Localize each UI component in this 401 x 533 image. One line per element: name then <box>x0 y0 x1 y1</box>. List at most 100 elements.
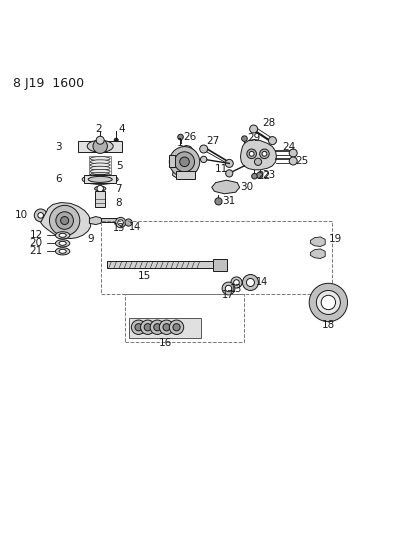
Circle shape <box>268 136 276 144</box>
Text: 29: 29 <box>247 133 260 143</box>
Ellipse shape <box>59 241 66 245</box>
Circle shape <box>159 320 174 334</box>
Circle shape <box>154 324 161 331</box>
Ellipse shape <box>90 169 110 173</box>
Text: 27: 27 <box>206 135 219 146</box>
Circle shape <box>255 158 261 165</box>
Ellipse shape <box>88 176 112 182</box>
Ellipse shape <box>90 163 110 167</box>
Circle shape <box>135 324 142 331</box>
Ellipse shape <box>55 240 70 247</box>
Circle shape <box>98 138 103 143</box>
Text: 4: 4 <box>118 124 125 134</box>
Polygon shape <box>41 203 91 239</box>
Bar <box>101 218 117 222</box>
Circle shape <box>93 139 107 154</box>
Circle shape <box>250 125 258 133</box>
Text: 5: 5 <box>116 161 123 171</box>
Polygon shape <box>212 180 240 194</box>
Circle shape <box>169 320 184 334</box>
Circle shape <box>252 173 257 179</box>
Text: 16: 16 <box>159 338 172 348</box>
Text: 6: 6 <box>56 174 62 184</box>
Bar <box>84 175 116 183</box>
Circle shape <box>316 290 340 314</box>
Text: 30: 30 <box>241 182 253 192</box>
Circle shape <box>125 219 132 226</box>
Text: 26: 26 <box>184 132 197 142</box>
Text: 25: 25 <box>295 156 308 166</box>
Polygon shape <box>310 237 325 247</box>
Text: 15: 15 <box>138 271 151 281</box>
Ellipse shape <box>55 248 70 255</box>
Circle shape <box>34 209 47 222</box>
Ellipse shape <box>95 186 106 191</box>
Circle shape <box>309 283 348 321</box>
Circle shape <box>141 320 155 334</box>
Circle shape <box>226 170 233 177</box>
Circle shape <box>49 205 80 236</box>
Circle shape <box>231 277 242 288</box>
Circle shape <box>257 172 263 179</box>
Polygon shape <box>172 146 196 180</box>
Circle shape <box>38 213 43 218</box>
Circle shape <box>249 151 254 156</box>
Circle shape <box>178 134 183 140</box>
Bar <box>176 171 195 180</box>
Ellipse shape <box>87 140 113 152</box>
Ellipse shape <box>90 166 110 170</box>
Text: 23: 23 <box>262 169 275 180</box>
Text: 12: 12 <box>29 230 43 240</box>
Text: 24: 24 <box>283 142 296 152</box>
Circle shape <box>180 157 189 167</box>
Text: 19: 19 <box>328 235 342 244</box>
Bar <box>213 260 227 271</box>
Text: 21: 21 <box>29 246 43 256</box>
Text: 8: 8 <box>115 198 122 207</box>
Circle shape <box>144 324 151 331</box>
Circle shape <box>115 217 126 228</box>
Circle shape <box>259 149 269 159</box>
Text: 13: 13 <box>112 223 125 233</box>
Text: 14: 14 <box>256 277 268 287</box>
Polygon shape <box>241 140 276 170</box>
Text: 1: 1 <box>176 138 183 148</box>
Circle shape <box>289 157 297 165</box>
Circle shape <box>247 278 255 286</box>
Bar <box>89 156 111 176</box>
Bar <box>129 318 200 337</box>
Bar <box>95 191 105 207</box>
Circle shape <box>118 220 124 225</box>
Circle shape <box>222 282 235 295</box>
Circle shape <box>97 185 103 192</box>
Bar <box>169 156 175 167</box>
Circle shape <box>225 159 233 167</box>
Circle shape <box>114 138 118 142</box>
Circle shape <box>215 198 222 205</box>
Text: 9: 9 <box>87 235 94 244</box>
Ellipse shape <box>90 160 110 164</box>
Ellipse shape <box>55 232 70 239</box>
Text: 14: 14 <box>130 222 142 232</box>
Circle shape <box>200 156 207 163</box>
Text: 31: 31 <box>222 196 235 206</box>
Ellipse shape <box>82 174 118 184</box>
Text: 17: 17 <box>222 290 235 300</box>
Circle shape <box>243 274 258 290</box>
Text: 2: 2 <box>95 124 101 134</box>
Text: 18: 18 <box>322 320 335 330</box>
Circle shape <box>169 147 200 177</box>
Text: 22: 22 <box>257 171 270 181</box>
Text: 20: 20 <box>30 238 43 248</box>
Text: 8 J19  1600: 8 J19 1600 <box>13 77 84 90</box>
Circle shape <box>163 324 170 331</box>
Circle shape <box>242 136 247 141</box>
Circle shape <box>225 285 232 292</box>
Circle shape <box>234 280 239 285</box>
Circle shape <box>173 324 180 331</box>
Text: 3: 3 <box>56 142 62 151</box>
Circle shape <box>200 145 208 153</box>
Circle shape <box>174 152 194 172</box>
Bar <box>107 261 215 269</box>
Ellipse shape <box>59 249 66 253</box>
